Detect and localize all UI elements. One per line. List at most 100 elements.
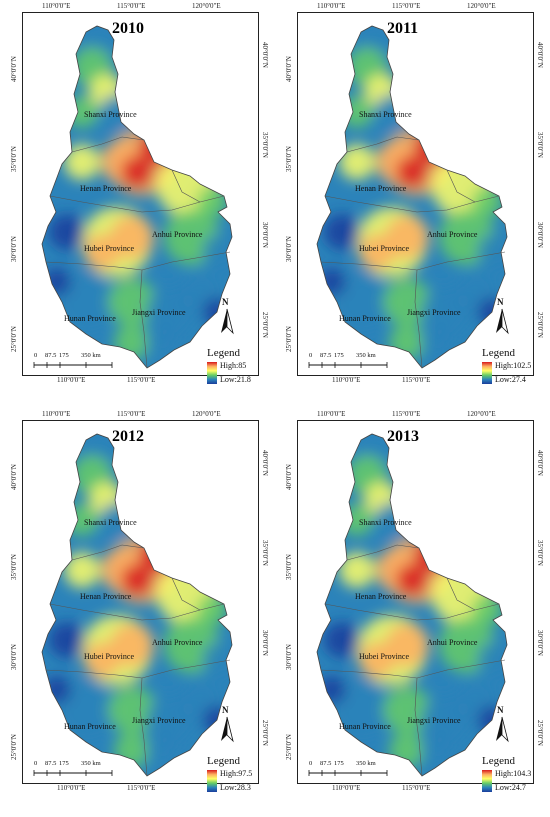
north-arrow-icon: [221, 308, 234, 335]
heat-blob: [84, 642, 120, 678]
lon-tick-bottom: 110°0'0"E: [57, 784, 86, 792]
province-label-anhui: Anhui Province: [152, 638, 203, 647]
province-label-shanxi: Shanxi Province: [359, 110, 412, 119]
scale-bar: [308, 362, 388, 368]
province-boundary: [346, 544, 420, 561]
province-label-anhui: Anhui Province: [427, 230, 478, 239]
heat-blob: [332, 272, 392, 332]
north-arrow-right: [226, 716, 234, 743]
province-label-jiangxi: Jiangxi Province: [407, 308, 461, 317]
heat-blob: [49, 622, 85, 658]
heat-blob: [396, 156, 428, 188]
heat-blob: [49, 214, 85, 250]
scale-bar: [33, 770, 113, 776]
north-label: N: [222, 297, 229, 307]
lon-tick-bottom: 115°0'0"E: [127, 784, 156, 792]
province-boundary: [414, 269, 423, 369]
heatmap-blobs: [43, 26, 232, 360]
north-arrow-icon: [496, 308, 509, 335]
legend-title: Legend: [482, 755, 515, 767]
province-label-henan: Henan Province: [80, 592, 132, 601]
legend-high-value: High:85: [220, 361, 247, 370]
province-label-henan: Henan Province: [355, 592, 407, 601]
lat-tick-left: 25°0'0"N: [285, 734, 293, 760]
region-outline: [316, 433, 508, 777]
province-boundary: [346, 136, 420, 153]
heatmap-svg: [316, 25, 508, 369]
lat-tick-right: 25°0'0"N: [261, 312, 269, 338]
province-label-henan: Henan Province: [355, 184, 407, 193]
heatmap-svg: [41, 25, 233, 369]
north-label: N: [497, 705, 504, 715]
scale-label: 0: [309, 760, 313, 767]
heat-blob: [324, 622, 360, 658]
legend-title: Legend: [207, 755, 240, 767]
lon-tick-top: 115°0'0"E: [392, 410, 421, 418]
heat-blob: [146, 326, 178, 358]
province-label-hunan: Hunan Province: [64, 722, 116, 731]
lon-tick-top: 120°0'0"E: [467, 2, 496, 10]
scale-label: 175: [334, 352, 344, 359]
lon-tick-bottom: 115°0'0"E: [127, 376, 156, 384]
province-label-hubei: Hubei Province: [84, 244, 134, 253]
province-boundary: [446, 577, 476, 611]
lat-tick-left: 35°0'0"N: [285, 554, 293, 580]
lat-tick-left: 30°0'0"N: [285, 644, 293, 670]
lat-tick-right: 35°0'0"N: [261, 540, 269, 566]
legend-low-value: Low:28.3: [220, 783, 251, 792]
province-label-shanxi: Shanxi Province: [84, 518, 137, 527]
scale-label: 87.5: [45, 352, 57, 359]
lat-tick-left: 35°0'0"N: [285, 146, 293, 172]
lat-tick-right: 25°0'0"N: [536, 720, 544, 746]
legend-color-ramp: [207, 362, 217, 384]
lat-tick-right: 40°0'0"N: [536, 42, 544, 68]
heat-blob: [43, 268, 71, 296]
region-outline: [41, 433, 233, 777]
lat-tick-right: 30°0'0"N: [536, 630, 544, 656]
lon-tick-bottom: 110°0'0"E: [332, 376, 361, 384]
lat-tick-left: 25°0'0"N: [10, 734, 18, 760]
heat-blob: [64, 552, 100, 588]
heat-blob: [108, 278, 156, 326]
province-label-hubei: Hubei Province: [359, 244, 409, 253]
map-year-title: 2012: [112, 428, 144, 445]
lon-tick-top: 115°0'0"E: [392, 2, 421, 10]
lat-tick-left: 25°0'0"N: [285, 326, 293, 352]
heatmap-svg: [41, 433, 233, 777]
north-arrow-icon: [221, 716, 234, 743]
lat-tick-left: 40°0'0"N: [285, 464, 293, 490]
map-panel-2013: 2013 110°0'0"E 115°0'0"E 120°0'0"E 110°0'0"E…: [275, 408, 550, 816]
map-panel-2012: 2012 110°0'0"E 115°0'0"E 120°0'0"E 110°0'0"E…: [0, 408, 275, 816]
lat-tick-right: 35°0'0"N: [261, 132, 269, 158]
scale-label: 87.5: [320, 352, 332, 359]
legend-color-ramp: [207, 770, 217, 792]
north-arrow-left: [221, 309, 227, 333]
scale-label: 175: [59, 760, 69, 767]
heat-blob: [43, 676, 71, 704]
scale-bar: [308, 770, 388, 776]
province-label-jiangxi: Jiangxi Province: [132, 716, 186, 725]
heat-blob: [421, 734, 453, 766]
lat-tick-left: 35°0'0"N: [10, 554, 18, 580]
heat-blob: [383, 278, 431, 326]
lat-tick-left: 30°0'0"N: [10, 236, 18, 262]
map-year-title: 2010: [112, 20, 144, 37]
map-year-title: 2013: [387, 428, 419, 445]
province-label-hubei: Hubei Province: [359, 652, 409, 661]
legend-high-value: High:102.5: [495, 361, 532, 370]
heat-blob: [108, 686, 156, 734]
heat-blob: [57, 680, 117, 740]
heat-blob: [202, 640, 232, 680]
lon-tick-top: 120°0'0"E: [467, 410, 496, 418]
heat-blob: [121, 156, 153, 188]
province-boundary: [446, 169, 476, 203]
heat-blob: [339, 144, 375, 180]
lat-tick-left: 30°0'0"N: [10, 644, 18, 670]
scale-label: 0: [309, 352, 313, 359]
lat-tick-left: 25°0'0"N: [10, 326, 18, 352]
scale-label: 350 km: [356, 352, 376, 359]
province-boundary: [171, 577, 201, 611]
lat-tick-right: 40°0'0"N: [261, 42, 269, 68]
scale-bar: [33, 362, 113, 368]
heatmap-svg: [316, 433, 508, 777]
